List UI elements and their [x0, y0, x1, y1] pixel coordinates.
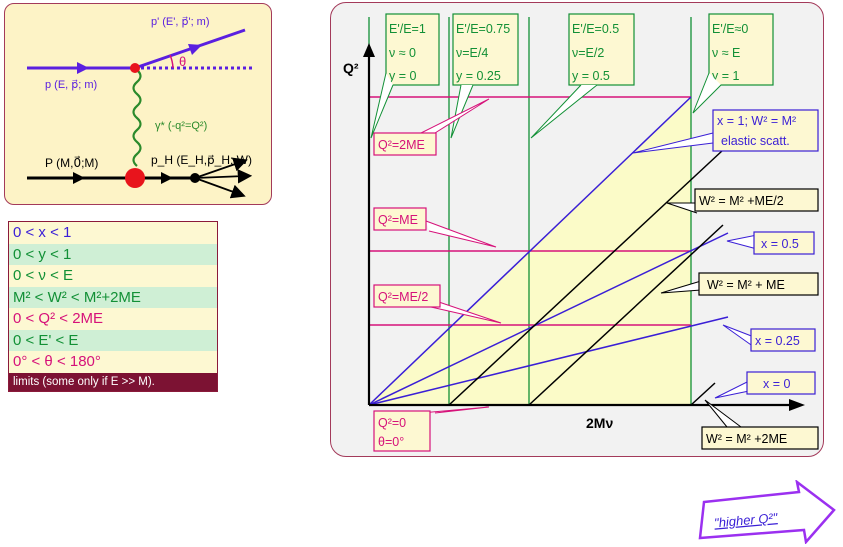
svg-text:E'/E=0.5: E'/E=0.5	[572, 22, 619, 36]
w-2me-label: W² = M² +2ME	[706, 432, 787, 446]
target-arrow-icon	[73, 172, 85, 184]
feynman-diagram-panel: θ p' (E', p⃗'; m) p (E, p⃗; m) γ* (-q²=Q…	[4, 3, 272, 205]
incoming-electron-arrow-icon	[77, 62, 89, 74]
limit-row-eprime: 0 < E' < E	[9, 330, 217, 352]
limit-row-theta: 0° < θ < 180°	[9, 351, 217, 373]
virtual-photon-wavy	[134, 70, 141, 166]
electron-vertex	[130, 63, 140, 73]
x1-label: x = 1; W² = M²	[717, 114, 796, 128]
x05-callout	[727, 235, 757, 249]
kinematic-plane-panel: Q² 2Mν E'/E=1 ν ≈ 0 y = 0 E'/E=0.75 ν=E/…	[330, 2, 824, 457]
x025-callout	[723, 325, 754, 347]
svg-text:E'/E≈0: E'/E≈0	[712, 22, 748, 36]
x025-label: x = 0.25	[755, 334, 800, 348]
angle-arc	[170, 55, 173, 68]
limit-row-q2: 0 < Q² < 2ME	[9, 308, 217, 330]
svg-text:y = 0: y = 0	[389, 69, 416, 83]
y05-box: E'/E=0.5 ν=E/2 y = 0.5	[569, 14, 634, 85]
elastic-label: elastic scatt.	[721, 134, 790, 148]
limit-row-w2: M² < W² < M²+2ME	[9, 287, 217, 309]
hadron-label: p_H (E_H,p⃗_H; W)	[151, 153, 252, 167]
q2-me-callout	[426, 221, 496, 247]
x05-label: x = 0.5	[761, 237, 799, 251]
limit-row-x: 0 < x < 1	[9, 222, 217, 244]
target-label: P (M,0⃗;M)	[45, 155, 98, 170]
limit-row-y: 0 < y < 1	[9, 244, 217, 266]
q2-2me-label: Q²=2ME	[378, 138, 425, 152]
svg-text:ν ≈ E: ν ≈ E	[712, 46, 740, 60]
x-axis-label: 2Mν	[586, 415, 613, 431]
limits-table: 0 < x < 1 0 < y < 1 0 < ν < E M² < W² < …	[8, 221, 218, 392]
q2-zero-label: Q²=0	[378, 416, 406, 430]
svg-text:y = 0.5: y = 0.5	[572, 69, 610, 83]
y1-box: E'/E≈0 ν ≈ E y = 1	[709, 14, 773, 85]
q2-zero-callout	[421, 407, 489, 413]
y0-box: E'/E=1 ν ≈ 0 y = 0	[386, 14, 439, 85]
feynman-diagram: θ p' (E', p⃗'; m) p (E, p⃗; m) γ* (-q²=Q…	[5, 4, 271, 204]
q2-me-label: Q²=ME	[378, 213, 418, 227]
x-axis-arrow-icon	[789, 399, 805, 411]
hadron-arrow-icon	[161, 172, 173, 184]
w-2me-line	[691, 383, 715, 405]
y05-callout	[531, 85, 597, 138]
w-me-label: W² = M² + ME	[707, 278, 785, 292]
y0-callout	[371, 73, 393, 138]
q2-halfme-label: Q²=ME/2	[378, 290, 428, 304]
y025-box: E'/E=0.75 ν=E/4 y = 0.25	[453, 14, 518, 85]
incoming-electron-label: p (E, p⃗; m)	[45, 79, 97, 91]
x0-label: x = 0	[763, 377, 790, 391]
hadron-vertex	[125, 168, 145, 188]
svg-text:E'/E=1: E'/E=1	[389, 22, 426, 36]
y-axis-arrow-icon	[363, 43, 375, 57]
outgoing-electron-arrow-icon	[188, 44, 202, 55]
hadron-jet-3	[195, 178, 239, 194]
svg-text:E'/E=0.75: E'/E=0.75	[456, 22, 510, 36]
svg-text:y = 0.25: y = 0.25	[456, 69, 501, 83]
svg-text:ν=E/2: ν=E/2	[572, 46, 604, 60]
outgoing-electron-label: p' (E', p⃗'; m)	[151, 16, 210, 28]
angle-label: θ	[179, 54, 186, 69]
photon-label: γ* (-q²=Q²)	[155, 120, 207, 132]
kinematic-plane-plot: Q² 2Mν E'/E=1 ν ≈ 0 y = 0 E'/E=0.75 ν=E/…	[331, 3, 823, 456]
svg-text:ν=E/4: ν=E/4	[456, 46, 488, 60]
limit-row-nu: 0 < ν < E	[9, 265, 217, 287]
x0-callout	[715, 381, 749, 398]
higher-q2-arrow: "higher Q²"	[694, 480, 839, 544]
w-halfme-label: W² = M² +ME/2	[699, 194, 784, 208]
limits-caption: limits (some only if E >> M).	[9, 373, 217, 391]
theta-zero-label: θ=0°	[378, 435, 404, 449]
y-axis-label: Q²	[343, 60, 359, 76]
svg-text:ν ≈ 0: ν ≈ 0	[389, 46, 416, 60]
